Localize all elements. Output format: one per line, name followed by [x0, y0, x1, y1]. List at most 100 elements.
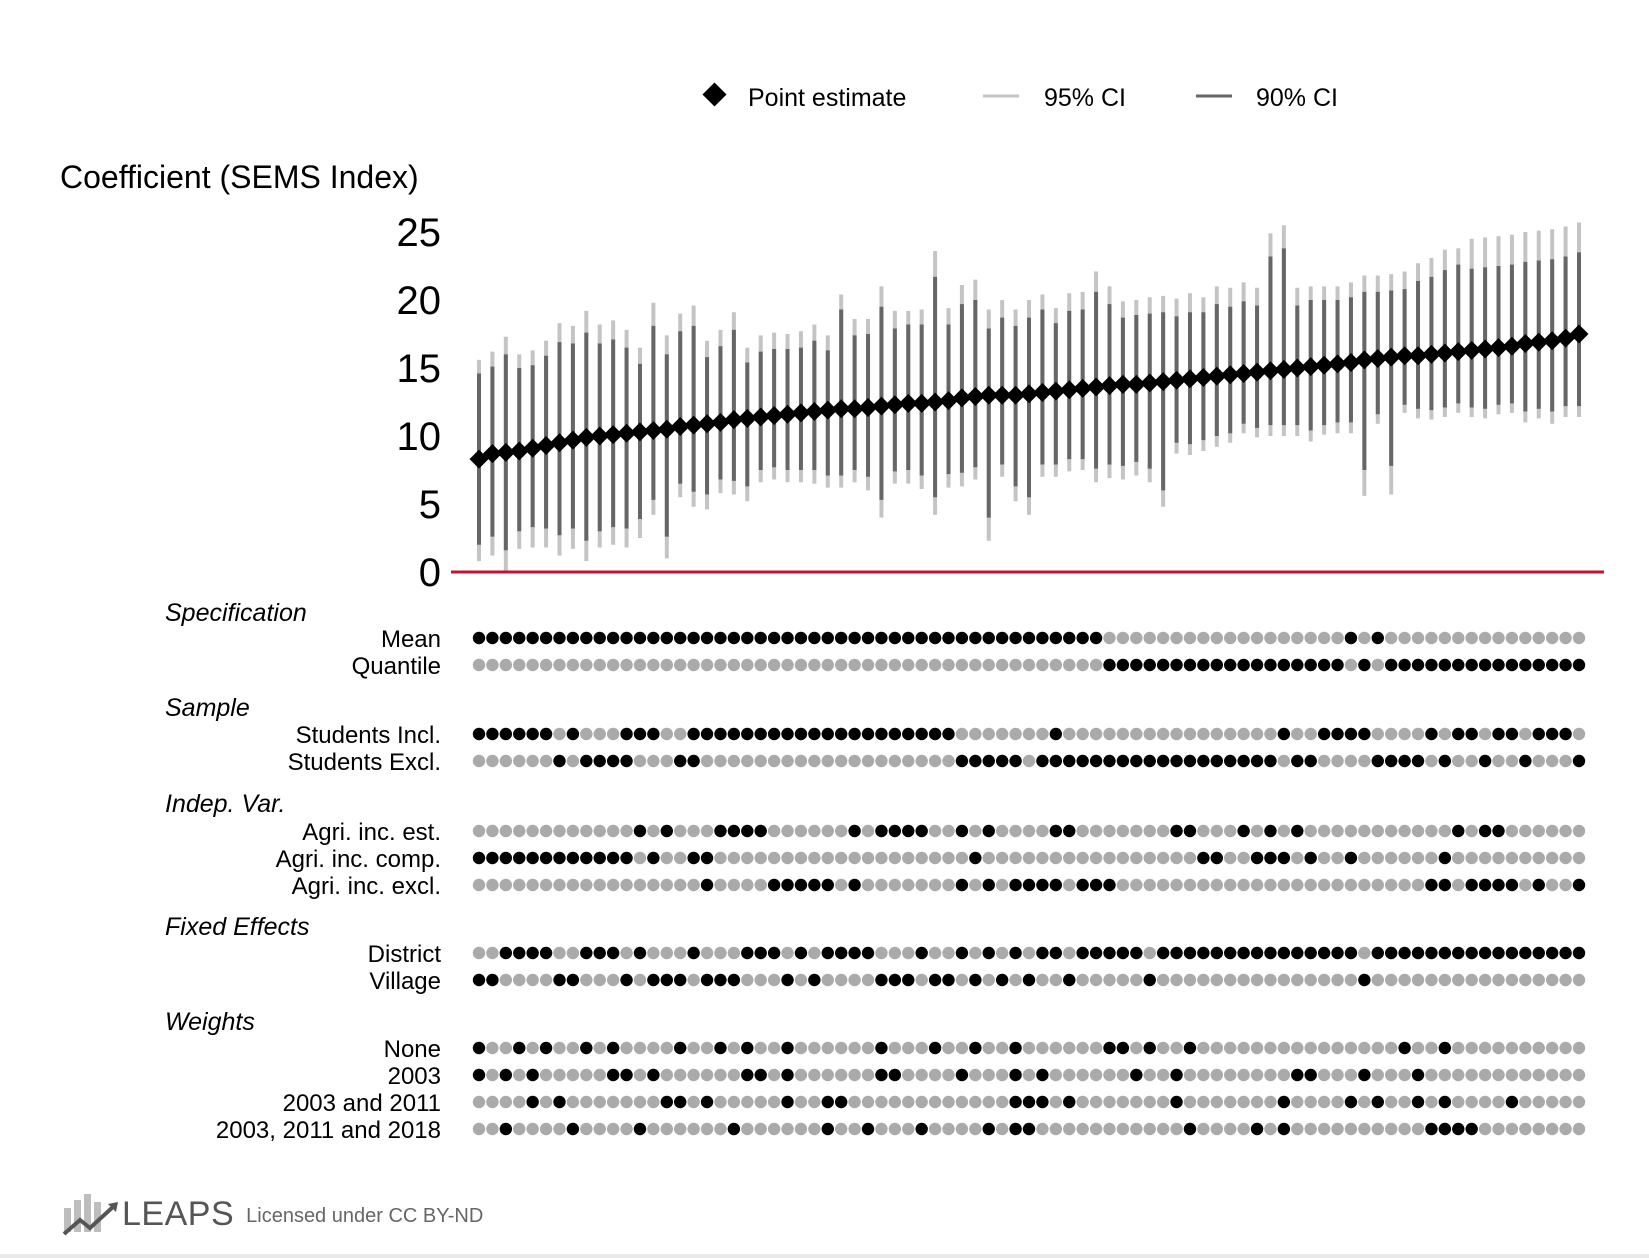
indicator-dot-off: [942, 946, 955, 960]
indicator-dot-on: [593, 754, 606, 768]
indicator-dot-off: [1197, 1095, 1210, 1109]
indicator-dot-off: [660, 946, 674, 960]
indicator-dot-off: [486, 1095, 499, 1109]
indicator-dot-off: [1089, 1122, 1103, 1136]
indicator-dot-off: [1103, 727, 1116, 741]
indicator-dot-off: [513, 1095, 526, 1109]
indicator-dot-on: [1465, 878, 1478, 892]
indicator-dot-off: [794, 658, 808, 672]
indicator-dot-on: [1291, 658, 1304, 672]
indicator-dot-off: [539, 658, 553, 672]
indicator-dot-off: [499, 754, 513, 768]
indicator-dot-off: [1049, 1122, 1063, 1136]
indicator-dot-off: [1156, 631, 1170, 645]
indicator-dot-on: [1009, 878, 1022, 892]
indicator-dot-on: [539, 851, 553, 865]
indicator-dot-off: [1317, 1122, 1331, 1136]
indicator-dot-off: [915, 754, 928, 768]
indicator-dot-off: [1156, 824, 1170, 838]
indicator-dot-on: [513, 631, 526, 645]
indicator-dot-off: [1197, 973, 1210, 987]
indicator-dot-on: [647, 727, 660, 741]
indicator-dot-on: [1210, 754, 1224, 768]
indicator-dot-on: [1116, 946, 1130, 960]
indicator-dot-on: [539, 946, 553, 960]
indicator-dot-off: [794, 1095, 808, 1109]
indicator-dot-off: [861, 878, 875, 892]
point-estimate: [1462, 340, 1482, 360]
indicator-dot-off: [1089, 973, 1103, 987]
indicator-dot-off: [687, 824, 700, 838]
indicator-dot-off: [660, 754, 674, 768]
indicator-dot-off: [1089, 1095, 1103, 1109]
indicator-dot-on: [781, 727, 794, 741]
indicator-dot-on: [888, 631, 902, 645]
indicator-dot-on: [1103, 946, 1116, 960]
point-estimate: [831, 399, 851, 419]
indicator-dot-off: [553, 878, 566, 892]
indicator-dot-off: [1036, 824, 1049, 838]
indicator-dot-off: [1304, 1041, 1317, 1055]
indicator-dot-off: [1210, 824, 1224, 838]
indicator-dot-off: [1344, 878, 1358, 892]
indicator-dot-off: [1519, 1041, 1532, 1055]
indicator-dot-off: [1143, 1122, 1156, 1136]
indicator-dot-off: [969, 658, 982, 672]
indicator-dot-on: [660, 973, 674, 987]
indicator-dot-off: [848, 1068, 861, 1082]
indicator-dot-on: [472, 631, 486, 645]
indicator-dot-on: [1411, 946, 1425, 960]
indicator-dot-on: [767, 946, 781, 960]
indicator-dot-off: [1519, 973, 1532, 987]
indicator-dot-off: [1438, 727, 1452, 741]
indicator-dot-off: [539, 824, 553, 838]
indicator-dot-off: [1250, 1068, 1264, 1082]
indicator-dot-off: [1331, 824, 1344, 838]
indicator-dot-off: [1411, 973, 1425, 987]
indicator-dot-off: [1237, 631, 1250, 645]
indicator-dot-off: [808, 1041, 821, 1055]
indicator-dot-off: [1264, 1068, 1277, 1082]
indicator-dot-off: [995, 1041, 1009, 1055]
indicator-dot-off: [1237, 1041, 1250, 1055]
indicator-dot-off: [781, 824, 794, 838]
indicator-dot-off: [969, 1095, 982, 1109]
indicator-dot-on: [526, 851, 539, 865]
indicator-dot-on: [472, 1041, 486, 1055]
indicator-dot-off: [1519, 824, 1532, 838]
indicator-dot-off: [1384, 1041, 1398, 1055]
indicator-dot-off: [647, 1122, 660, 1136]
indicator-dot-off: [633, 878, 647, 892]
indicator-dot-on: [1130, 658, 1143, 672]
footer-license[interactable]: Licensed under CC BY-ND: [246, 1204, 484, 1227]
spec-curve-chart: Point estimate 95% CI 90% CI Coefficient…: [60, 82, 1604, 1144]
indicator-dot-off: [955, 727, 969, 741]
indicator-dot-off: [687, 1095, 700, 1109]
indicator-dot-off: [1224, 1122, 1237, 1136]
indicator-dot-off: [888, 754, 902, 768]
indicator-dot-off: [754, 1122, 767, 1136]
indicator-dot-off: [660, 851, 674, 865]
indicator-dot-off: [700, 754, 714, 768]
indicator-dot-off: [1532, 1041, 1545, 1055]
indicator-dot-off: [660, 878, 674, 892]
indicator-dot-off: [526, 1122, 539, 1136]
indicator-dot-off: [1519, 851, 1532, 865]
indicator-dot-off: [982, 1068, 995, 1082]
indicator-dot-off: [821, 1068, 834, 1082]
indicator-dot-off: [553, 727, 566, 741]
indicator-dot-on: [875, 973, 888, 987]
indicator-dot-off: [1384, 878, 1398, 892]
indicator-dot-off: [754, 1041, 767, 1055]
indicator-dot-on: [1049, 824, 1063, 838]
indicator-dot-on: [1291, 946, 1304, 960]
indicator-dot-on: [1049, 946, 1063, 960]
indicator-dot-off: [526, 973, 539, 987]
indicator-dot-on: [687, 631, 700, 645]
indicator-dot-off: [580, 658, 593, 672]
indicator-dot-on: [1478, 878, 1492, 892]
indicator-dot-on: [620, 754, 633, 768]
indicator-dot-off: [1009, 973, 1022, 987]
indicator-dot-off: [566, 824, 580, 838]
indicator-dot-on: [821, 631, 834, 645]
